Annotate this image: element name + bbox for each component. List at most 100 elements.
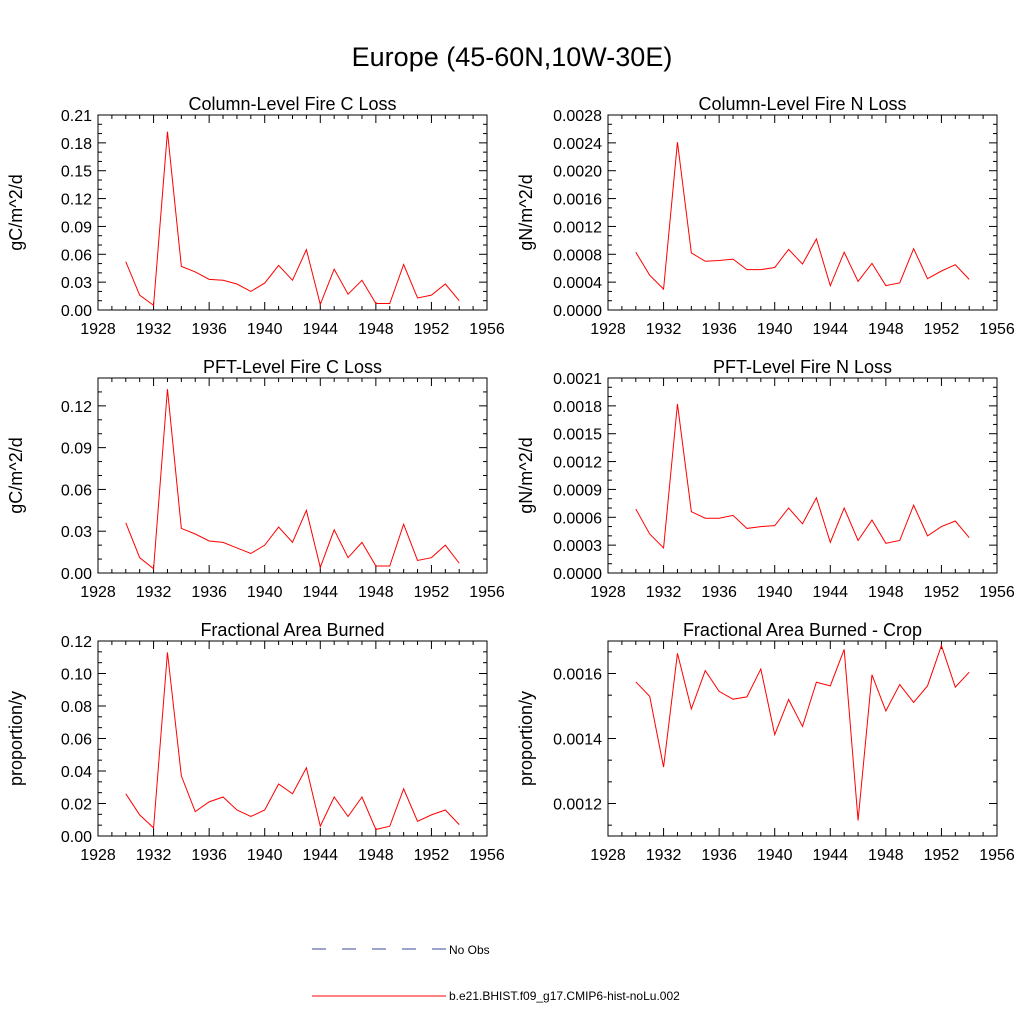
x-tick-label: 1948 bbox=[868, 847, 904, 864]
x-tick-label: 1952 bbox=[924, 321, 960, 338]
y-tick-label: 0.0003 bbox=[553, 538, 602, 555]
x-tick-label: 1948 bbox=[868, 584, 904, 601]
y-tick-label: 0.21 bbox=[61, 108, 92, 125]
panel-title: PFT-Level Fire C Loss bbox=[203, 357, 382, 377]
panel-3: PFT-Level Fire C Loss gC/m^2/d 1928 1932 193… bbox=[6, 357, 505, 601]
x-tick-label: 1940 bbox=[757, 847, 793, 864]
figure-title: Europe (45-60N,10W-30E) bbox=[352, 42, 673, 72]
y-tick-label: 0.09 bbox=[61, 441, 92, 458]
y-tick-label: 0.0016 bbox=[553, 192, 602, 209]
x-tick-label: 1948 bbox=[358, 847, 394, 864]
y-tick-label: 0.12 bbox=[61, 634, 92, 651]
y-axis-label: proportion/y bbox=[516, 691, 536, 786]
y-tick-label: 0.0000 bbox=[553, 303, 602, 320]
x-tick-label: 1948 bbox=[868, 321, 904, 338]
series-line bbox=[125, 131, 460, 307]
y-tick-label: 0.0015 bbox=[553, 427, 602, 444]
x-tick-label: 1932 bbox=[646, 847, 682, 864]
panel-6: Fractional Area Burned - Crop proportion/… bbox=[516, 620, 1015, 864]
x-tick-label: 1956 bbox=[469, 847, 505, 864]
y-tick-label: 0.0018 bbox=[553, 399, 602, 416]
x-tick-label: 1956 bbox=[979, 584, 1015, 601]
x-tick-label: 1928 bbox=[80, 847, 116, 864]
series-line bbox=[125, 389, 460, 570]
x-tick-label: 1952 bbox=[414, 321, 450, 338]
panel-1: Column-Level Fire C Loss gC/m^2/d 1928 1932… bbox=[6, 94, 505, 338]
panel-2: Column-Level Fire N Loss gN/m^2/d 1928 1932… bbox=[516, 94, 1015, 338]
x-tick-label: 1936 bbox=[701, 847, 737, 864]
x-tick-label: 1928 bbox=[80, 584, 116, 601]
x-tick-label: 1952 bbox=[414, 584, 450, 601]
y-tick-label: 0.06 bbox=[61, 247, 92, 264]
y-tick-label: 0.12 bbox=[61, 399, 92, 416]
y-tick-label: 0.03 bbox=[61, 524, 92, 541]
y-tick-label: 0.15 bbox=[61, 164, 92, 181]
x-tick-label: 1952 bbox=[414, 847, 450, 864]
series-line bbox=[635, 142, 970, 291]
panel-title: Fractional Area Burned - Crop bbox=[683, 620, 922, 640]
y-tick-label: 0.09 bbox=[61, 219, 92, 236]
y-tick-label: 0.0012 bbox=[553, 797, 602, 814]
y-tick-label: 0.03 bbox=[61, 275, 92, 292]
x-tick-label: 1932 bbox=[646, 321, 682, 338]
x-tick-label: 1940 bbox=[757, 584, 793, 601]
y-tick-label: 0.0000 bbox=[553, 566, 602, 583]
legend-model-label: b.e21.BHIST.f09_g17.CMIP6-hist-noLu.002 bbox=[449, 989, 680, 1003]
y-tick-label: 0.0012 bbox=[553, 219, 602, 236]
y-tick-label: 0.06 bbox=[61, 732, 92, 749]
y-tick-label: 0.02 bbox=[61, 797, 92, 814]
chart-panels: Column-Level Fire C Loss gC/m^2/d 1928 1932… bbox=[6, 94, 1015, 864]
x-tick-label: 1944 bbox=[812, 321, 848, 338]
x-tick-label: 1944 bbox=[302, 584, 338, 601]
panel-4: PFT-Level Fire N Loss gN/m^2/d 1928 1932 193… bbox=[516, 357, 1015, 601]
y-axis-label: gC/m^2/d bbox=[6, 437, 26, 513]
y-tick-label: 0.0008 bbox=[553, 247, 602, 264]
y-tick-label: 0.0009 bbox=[553, 482, 602, 499]
y-axis-label: gC/m^2/d bbox=[6, 174, 26, 250]
y-axis-label: gN/m^2/d bbox=[516, 437, 536, 513]
y-tick-label: 0.04 bbox=[61, 764, 92, 781]
y-tick-label: 0.06 bbox=[61, 482, 92, 499]
y-tick-label: 0.0006 bbox=[553, 510, 602, 527]
legend: No Obs b.e21.BHIST.f09_g17.CMIP6-hist-no… bbox=[312, 943, 680, 1003]
panel-title: Column-Level Fire C Loss bbox=[188, 94, 396, 114]
x-tick-label: 1940 bbox=[247, 847, 283, 864]
panel-5: Fractional Area Burned proportion/y 1928 19… bbox=[6, 620, 505, 864]
y-tick-label: 0.10 bbox=[61, 667, 92, 684]
panel-title: Fractional Area Burned bbox=[200, 620, 384, 640]
y-tick-label: 0.0016 bbox=[553, 667, 602, 684]
y-axis-label: proportion/y bbox=[6, 691, 26, 786]
series-line bbox=[635, 403, 970, 550]
y-tick-label: 0.0028 bbox=[553, 108, 602, 125]
y-axis-label: gN/m^2/d bbox=[516, 174, 536, 250]
x-tick-label: 1932 bbox=[136, 321, 172, 338]
x-tick-label: 1932 bbox=[136, 847, 172, 864]
y-tick-label: 0.0014 bbox=[553, 732, 602, 749]
y-tick-label: 0.0004 bbox=[553, 275, 602, 292]
y-tick-label: 0.0021 bbox=[553, 371, 602, 388]
x-tick-label: 1928 bbox=[590, 321, 626, 338]
x-tick-label: 1932 bbox=[646, 584, 682, 601]
x-tick-label: 1944 bbox=[302, 847, 338, 864]
x-tick-label: 1928 bbox=[590, 584, 626, 601]
x-tick-label: 1944 bbox=[302, 321, 338, 338]
y-tick-label: 0.0024 bbox=[553, 136, 602, 153]
x-tick-label: 1956 bbox=[469, 584, 505, 601]
y-tick-label: 0.18 bbox=[61, 136, 92, 153]
series-line bbox=[635, 643, 970, 821]
y-tick-label: 0.0020 bbox=[553, 164, 602, 181]
y-tick-label: 0.0012 bbox=[553, 455, 602, 472]
x-tick-label: 1936 bbox=[701, 584, 737, 601]
x-tick-label: 1932 bbox=[136, 584, 172, 601]
y-tick-label: 0.08 bbox=[61, 699, 92, 716]
x-tick-label: 1956 bbox=[979, 321, 1015, 338]
x-tick-label: 1944 bbox=[812, 847, 848, 864]
x-tick-label: 1956 bbox=[979, 847, 1015, 864]
x-tick-label: 1936 bbox=[191, 584, 227, 601]
x-tick-label: 1940 bbox=[247, 584, 283, 601]
x-tick-label: 1928 bbox=[590, 847, 626, 864]
y-tick-label: 0.00 bbox=[61, 829, 92, 846]
x-tick-label: 1956 bbox=[469, 321, 505, 338]
x-tick-label: 1952 bbox=[924, 584, 960, 601]
